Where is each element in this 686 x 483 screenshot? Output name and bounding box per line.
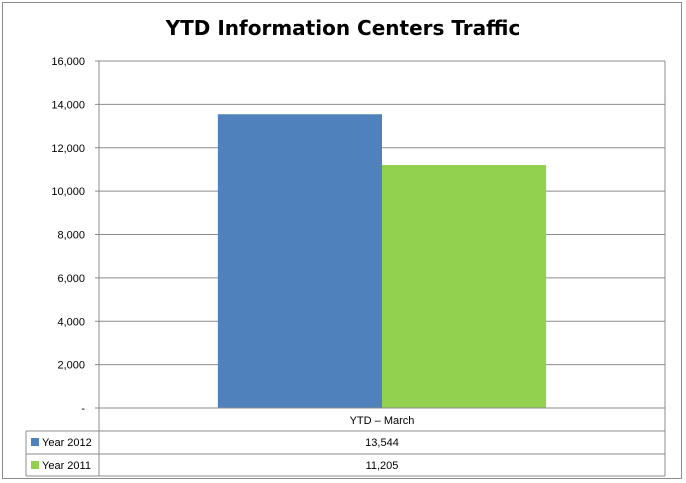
y-tick-label: 2,000 <box>57 360 85 372</box>
data-table-value: 13,544 <box>365 437 399 449</box>
y-tick-label: 14,000 <box>51 99 85 111</box>
legend-swatch <box>31 438 39 446</box>
data-table-value: 11,205 <box>366 460 399 472</box>
legend-label: Year 2012 <box>42 437 92 449</box>
y-tick-label: - <box>81 403 85 415</box>
category-label: YTD – March <box>350 415 415 427</box>
bar-year-2012 <box>217 114 382 409</box>
y-tick-label: 8,000 <box>57 230 85 242</box>
y-tick-label: 16,000 <box>51 56 85 68</box>
y-tick-label: 6,000 <box>57 273 85 285</box>
y-tick-label: 12,000 <box>51 143 85 155</box>
legend-label: Year 2011 <box>42 460 91 472</box>
chart-title: YTD Information Centers Traffic <box>165 16 521 40</box>
y-tick-label: 10,000 <box>51 186 85 198</box>
bar-year-2011 <box>382 164 547 408</box>
legend-swatch <box>31 461 39 469</box>
y-tick-label: 4,000 <box>57 316 85 328</box>
